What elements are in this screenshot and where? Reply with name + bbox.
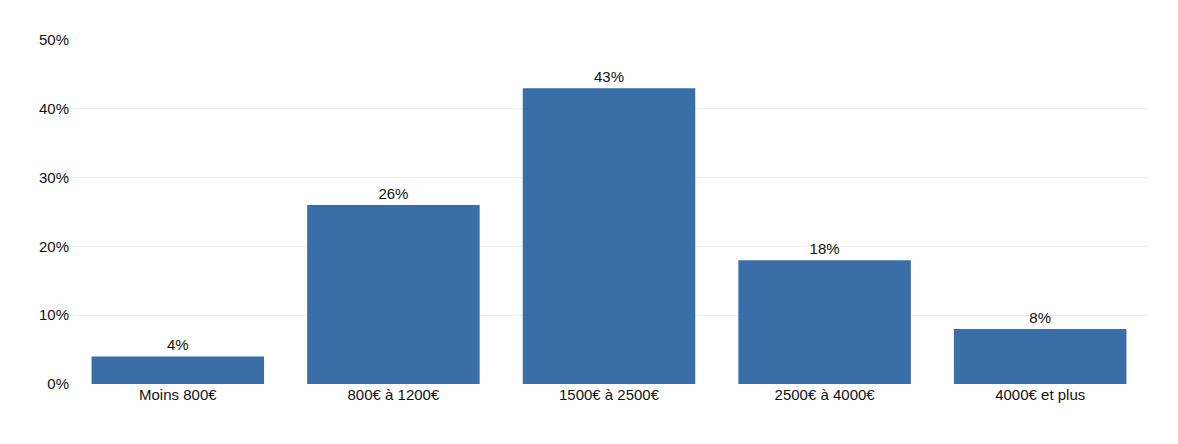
svg-text:40%: 40% [39, 100, 69, 117]
svg-text:26%: 26% [378, 185, 408, 202]
svg-text:20%: 20% [39, 238, 69, 255]
svg-text:0%: 0% [47, 375, 69, 392]
svg-text:10%: 10% [39, 306, 69, 323]
svg-text:50%: 50% [39, 31, 69, 48]
svg-text:2500€ à 4000€: 2500€ à 4000€ [775, 386, 876, 403]
svg-text:1500€ à 2500€: 1500€ à 2500€ [559, 386, 660, 403]
svg-text:Moins 800€: Moins 800€ [139, 386, 217, 403]
svg-text:43%: 43% [594, 68, 624, 85]
svg-text:18%: 18% [810, 240, 840, 257]
svg-text:30%: 30% [39, 169, 69, 186]
svg-text:800€ à 1200€: 800€ à 1200€ [348, 386, 440, 403]
svg-text:4000€ et plus: 4000€ et plus [995, 386, 1085, 403]
svg-text:4%: 4% [167, 336, 189, 353]
svg-text:8%: 8% [1029, 309, 1051, 326]
